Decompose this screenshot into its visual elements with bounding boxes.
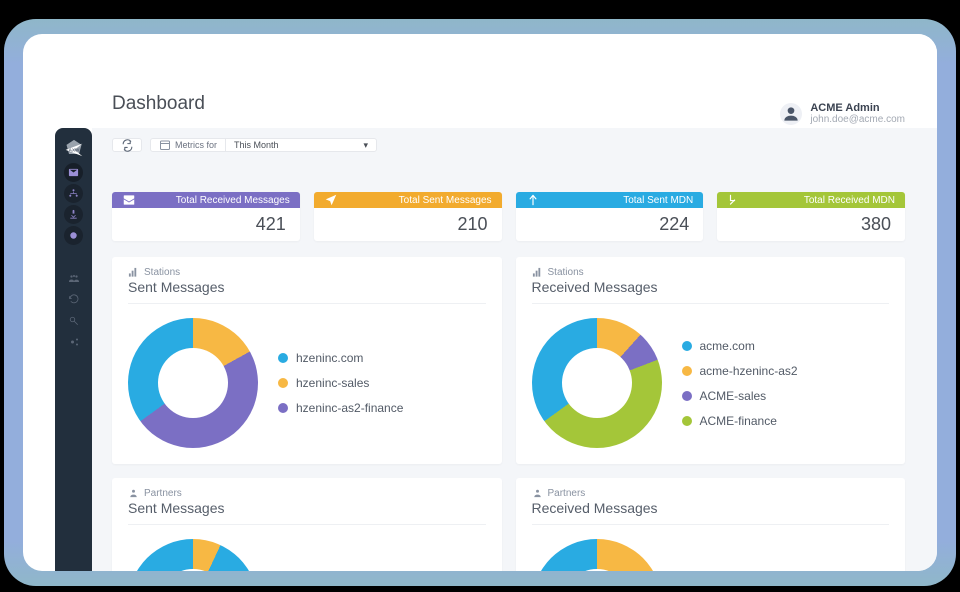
svg-text:AXW: AXW xyxy=(68,148,79,153)
